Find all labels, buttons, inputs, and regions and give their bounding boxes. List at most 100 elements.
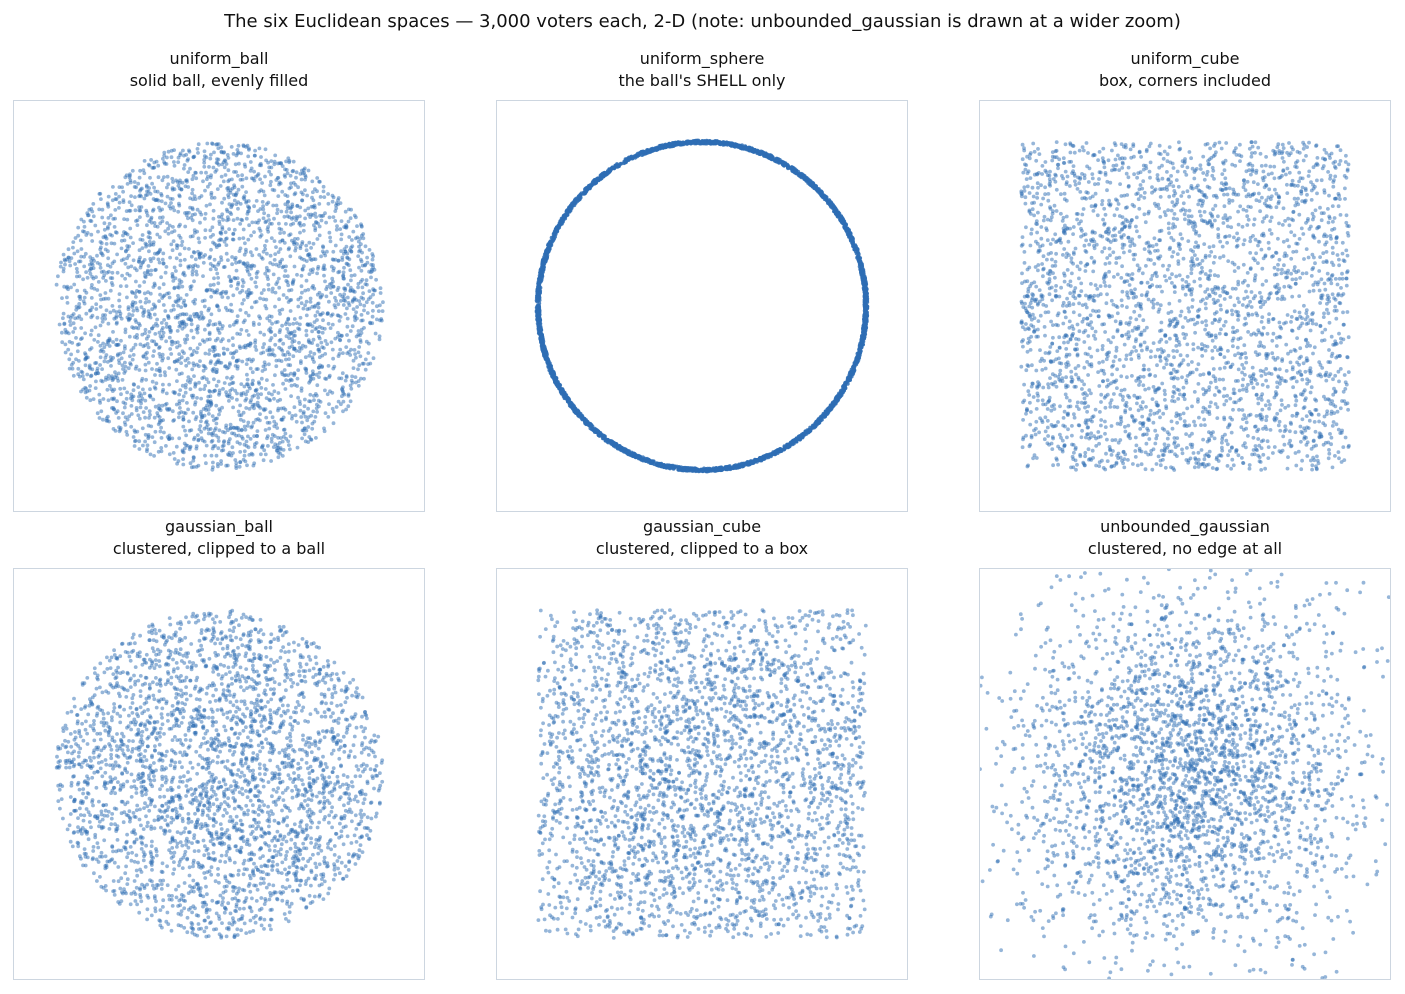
data-point xyxy=(164,325,169,329)
data-point xyxy=(196,151,200,155)
data-point xyxy=(172,265,177,270)
data-point xyxy=(183,303,188,308)
data-point xyxy=(284,222,288,226)
data-point xyxy=(359,313,364,317)
data-point xyxy=(129,404,134,408)
data-point xyxy=(138,405,143,410)
data-point xyxy=(202,387,207,391)
data-point xyxy=(61,316,65,321)
data-point xyxy=(298,295,303,300)
data-point xyxy=(150,379,155,384)
data-point xyxy=(85,389,90,394)
data-point xyxy=(350,244,355,249)
data-point xyxy=(91,397,96,401)
data-point xyxy=(303,208,308,213)
data-point xyxy=(122,405,127,410)
data-point xyxy=(296,395,300,400)
data-point xyxy=(209,152,213,157)
data-point xyxy=(289,394,293,398)
data-point xyxy=(114,337,119,342)
data-point xyxy=(130,168,135,173)
data-point xyxy=(108,276,113,280)
data-point xyxy=(370,300,375,305)
data-point xyxy=(106,296,111,301)
data-point xyxy=(177,203,182,208)
data-point xyxy=(245,463,249,468)
data-point xyxy=(295,216,299,220)
data-point xyxy=(188,264,192,269)
data-point xyxy=(357,299,362,303)
data-point xyxy=(157,286,162,290)
data-point xyxy=(82,264,87,269)
data-point xyxy=(300,290,304,295)
data-point xyxy=(265,434,270,438)
data-point xyxy=(142,171,147,176)
data-point xyxy=(77,274,82,279)
data-point xyxy=(377,334,382,339)
data-point xyxy=(364,278,369,283)
data-point xyxy=(88,255,93,259)
data-point xyxy=(118,386,123,391)
data-point xyxy=(98,355,103,360)
data-point xyxy=(344,345,349,349)
data-point xyxy=(330,322,335,327)
data-point xyxy=(154,267,158,272)
data-point xyxy=(226,258,230,262)
data-point xyxy=(207,306,211,311)
data-point xyxy=(250,263,255,268)
data-point xyxy=(331,215,336,219)
data-point xyxy=(134,364,139,369)
data-point xyxy=(174,269,178,273)
data-point xyxy=(79,247,84,251)
data-point xyxy=(133,195,137,199)
data-point xyxy=(283,387,288,391)
data-point xyxy=(283,431,288,436)
data-point xyxy=(277,338,282,343)
data-point xyxy=(183,385,188,390)
data-point xyxy=(344,244,349,249)
data-point xyxy=(282,368,287,372)
data-point xyxy=(145,193,150,197)
data-point xyxy=(135,429,140,434)
data-point xyxy=(253,148,257,153)
data-point xyxy=(356,254,361,258)
data-point xyxy=(198,342,202,347)
data-point xyxy=(261,207,266,212)
data-point xyxy=(134,279,138,284)
data-point xyxy=(137,391,142,396)
data-point xyxy=(164,265,169,269)
data-point xyxy=(188,387,193,391)
data-point xyxy=(235,276,240,281)
data-point xyxy=(303,288,308,293)
data-point xyxy=(161,251,166,256)
data-point xyxy=(248,437,253,441)
data-point xyxy=(210,414,215,418)
data-point xyxy=(170,274,175,278)
data-point xyxy=(358,279,363,284)
data-point xyxy=(314,436,318,440)
data-point xyxy=(336,258,341,263)
data-point xyxy=(143,439,148,444)
data-point xyxy=(189,284,194,289)
data-point xyxy=(300,240,305,244)
data-point xyxy=(186,216,190,221)
data-point xyxy=(325,312,330,316)
data-point xyxy=(141,260,145,264)
data-point xyxy=(95,288,100,292)
data-point xyxy=(247,223,252,228)
data-point xyxy=(262,288,266,292)
data-point xyxy=(123,344,127,349)
data-point xyxy=(122,371,127,375)
data-point xyxy=(344,407,348,412)
data-point xyxy=(306,339,311,344)
data-point xyxy=(285,171,290,176)
data-point xyxy=(340,394,344,399)
data-point xyxy=(161,303,166,307)
data-point xyxy=(329,281,334,286)
data-point xyxy=(138,237,143,242)
data-point xyxy=(342,265,346,270)
data-point xyxy=(214,267,219,272)
data-point xyxy=(137,259,142,264)
data-point xyxy=(271,383,275,387)
data-point xyxy=(312,286,317,291)
